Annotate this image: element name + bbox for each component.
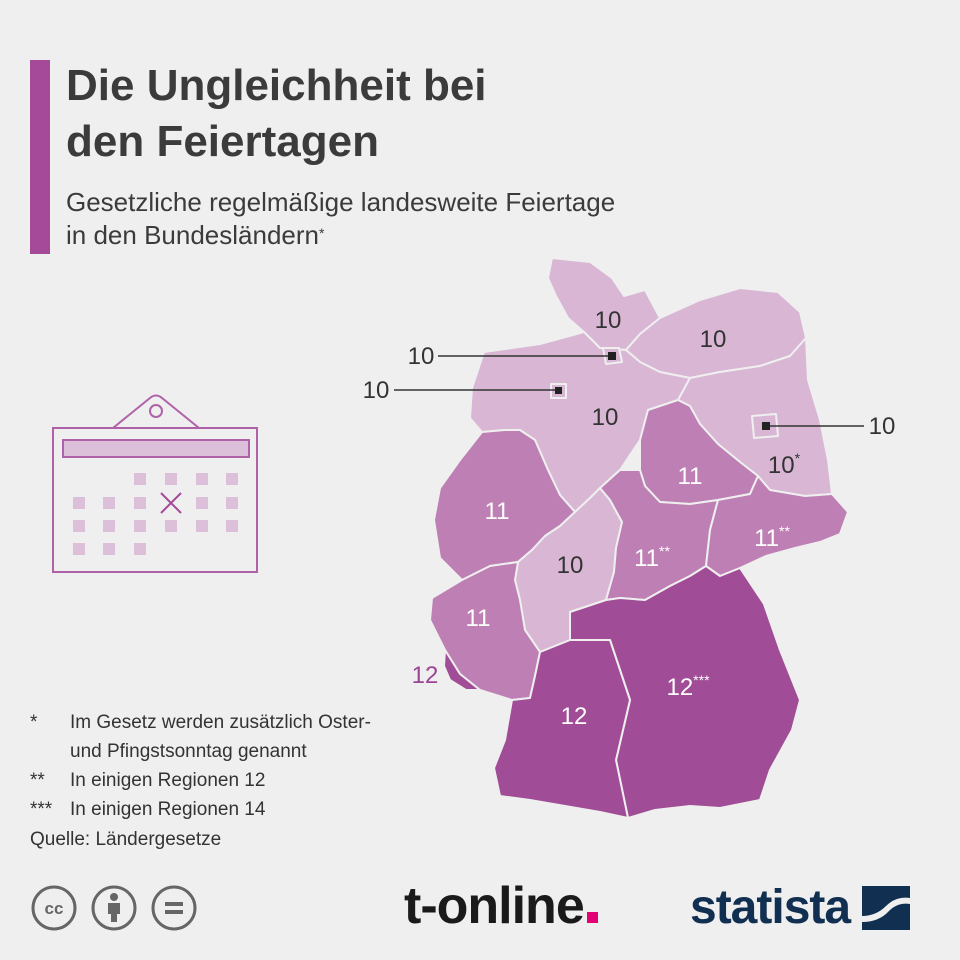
state-saarland[interactable]	[443, 649, 481, 691]
svg-text:cc: cc	[45, 899, 64, 918]
by-icon[interactable]	[90, 884, 138, 932]
subtitle-footnote-mark: *	[318, 225, 325, 241]
subtitle-line-2: in den Bundesländern*	[66, 219, 766, 252]
statista-mark-icon	[862, 886, 911, 930]
calendar-hanger	[112, 394, 200, 429]
calendar-icon	[52, 394, 258, 573]
label-niedersachsen-value: 10	[592, 404, 619, 431]
state-baden-wuerttemberg[interactable]	[493, 639, 631, 819]
footnote-2-mark: **	[30, 770, 45, 791]
statista-logo[interactable]: statista	[690, 878, 911, 938]
label-schleswig-holstein: 10	[595, 307, 622, 334]
label-brandenburg-mark: *	[795, 450, 801, 466]
footnote-3: *** In einigen Regionen 14	[30, 795, 470, 824]
label-hessen-value: 10	[557, 552, 584, 579]
callout-dot-hamburg	[608, 352, 616, 360]
footnote-3-mark: ***	[30, 799, 53, 820]
label-baden-wuerttemberg: 12	[561, 703, 588, 730]
label-bremen-value: 10	[363, 377, 390, 404]
label-mecklenburg-vorpommern: 10	[700, 326, 727, 353]
footnote-1-mark: *	[30, 712, 38, 733]
label-niedersachsen: 10	[592, 404, 619, 431]
label-bayern-value: 12	[666, 674, 693, 701]
label-berlin-value: 10	[869, 413, 896, 440]
label-sachsen-anhalt: 11	[678, 463, 703, 490]
footnote-1-line-2: und Pfingstsonntag genannt	[70, 741, 307, 762]
footnote-1-line-1: Im Gesetz werden zusätzlich Oster-	[70, 712, 371, 733]
label-mv-value: 10	[700, 326, 727, 353]
callout-dot-bremen	[555, 387, 562, 394]
calendar-day-grid	[73, 473, 238, 555]
t-online-wordmark: t-online	[404, 877, 585, 935]
footnote-2: ** In einigen Regionen 12	[30, 766, 470, 795]
calendar-hanger-hole	[149, 404, 163, 418]
label-nordrhein-westfalen: 11	[485, 498, 510, 525]
accent-bar	[30, 60, 50, 254]
callout-dots	[555, 352, 770, 430]
callout-dot-berlin	[762, 422, 770, 430]
subtitle: Gesetzliche regelmäßige landesweite Feie…	[66, 186, 766, 252]
label-hessen: 10	[557, 552, 584, 579]
label-nrw-value: 11	[485, 498, 510, 525]
cc-icon[interactable]: cc	[30, 884, 78, 932]
statista-wordmark: statista	[690, 881, 851, 934]
label-thueringen-value: 11	[634, 545, 659, 572]
footnote-1-text: Im Gesetz werden zusätzlich Oster-und Pf…	[70, 708, 371, 766]
label-berlin: 10	[869, 413, 896, 440]
label-brandenburg-value: 10	[768, 452, 795, 479]
source-note: Quelle: Ländergesetze	[30, 829, 222, 850]
label-sachsen-anhalt-value: 11	[678, 463, 703, 490]
label-rlp-value: 11	[466, 605, 491, 632]
label-hamburg-value: 10	[408, 343, 435, 370]
t-online-dot	[586, 912, 598, 923]
label-thueringen: 11**	[634, 543, 670, 572]
label-bw-value: 12	[561, 703, 588, 730]
calendar-header-bar	[62, 439, 250, 458]
label-bayern: 12***	[666, 672, 710, 701]
footnote-1: * Im Gesetz werden zusätzlich Oster-und …	[30, 708, 470, 766]
calendar-frame	[52, 427, 258, 573]
label-rheinland-pfalz: 11	[466, 605, 491, 632]
label-sachsen-value: 11	[754, 525, 779, 552]
label-bayern-mark: ***	[693, 672, 710, 688]
title-line-1: Die Ungleichheit bei	[66, 61, 487, 110]
calendar-cross-mark	[160, 492, 182, 514]
title-line-2: den Feiertagen	[66, 117, 379, 166]
label-saarland-value: 12	[412, 662, 439, 689]
callout-lines	[394, 355, 864, 427]
label-schleswig-holstein-value: 10	[595, 307, 622, 334]
label-hamburg: 10	[408, 343, 435, 370]
t-online-logo[interactable]: t-online	[404, 876, 598, 936]
license-icons: cc	[30, 884, 198, 932]
label-sachsen: 11**	[754, 523, 790, 552]
label-saarland: 12	[412, 662, 439, 689]
label-brandenburg: 10*	[768, 450, 801, 479]
subtitle-line-2-text: in den Bundesländern	[66, 220, 319, 250]
label-thueringen-mark: **	[659, 543, 670, 559]
footnote-3-text: In einigen Regionen 14	[70, 799, 266, 820]
nd-icon[interactable]	[150, 884, 198, 932]
label-sachsen-mark: **	[779, 523, 790, 539]
footnote-2-text: In einigen Regionen 12	[70, 770, 266, 791]
subtitle-line-1: Gesetzliche regelmäßige landesweite Feie…	[66, 187, 616, 217]
label-bremen: 10	[363, 377, 390, 404]
page-title: Die Ungleichheit bei den Feiertagen	[66, 58, 686, 170]
footnotes: * Im Gesetz werden zusätzlich Oster-und …	[30, 708, 470, 824]
